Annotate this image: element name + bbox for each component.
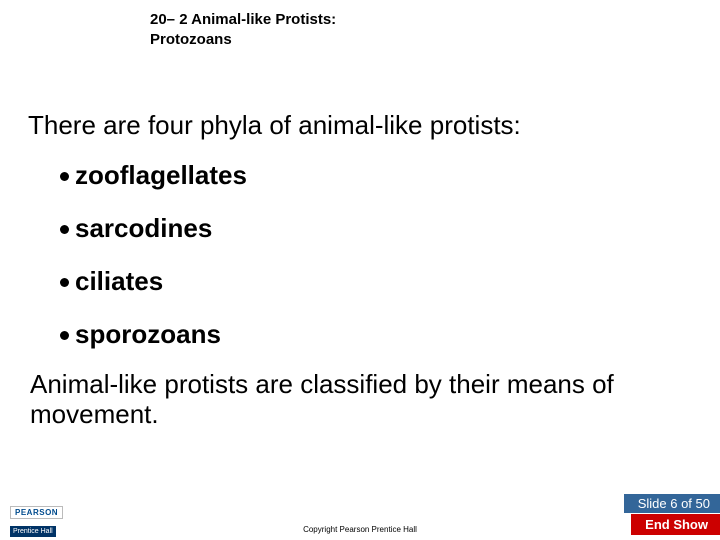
bullet-label: sporozoans bbox=[75, 319, 221, 350]
list-item: sarcodines bbox=[60, 213, 690, 244]
header-line2: Protozoans bbox=[150, 30, 336, 50]
slide-counter: Slide 6 of 50 bbox=[624, 494, 720, 513]
end-show-label: End Show bbox=[645, 517, 708, 532]
logo-prentice-hall: Prentice Hall bbox=[10, 526, 56, 537]
list-item: zooflagellates bbox=[60, 160, 690, 191]
bullet-label: sarcodines bbox=[75, 213, 212, 244]
logo-pearson: PEARSON bbox=[10, 506, 63, 519]
bullet-icon bbox=[60, 225, 69, 234]
intro-text: There are four phyla of animal-like prot… bbox=[28, 110, 521, 141]
bullet-list: zooflagellates sarcodines ciliates sporo… bbox=[60, 160, 690, 350]
bullet-icon bbox=[60, 278, 69, 287]
slide: 20– 2 Animal-like Protists: Protozoans T… bbox=[0, 0, 720, 540]
header-line1: 20– 2 Animal-like Protists: bbox=[150, 10, 336, 30]
list-item: sporozoans bbox=[60, 319, 690, 350]
slide-counter-text: Slide 6 of 50 bbox=[638, 496, 710, 511]
copyright-text: Copyright Pearson Prentice Hall bbox=[303, 525, 417, 534]
end-show-button[interactable]: End Show bbox=[631, 514, 720, 535]
list-item: ciliates bbox=[60, 266, 690, 297]
slide-header: 20– 2 Animal-like Protists: Protozoans bbox=[150, 10, 336, 49]
bullet-icon bbox=[60, 172, 69, 181]
bullet-label: zooflagellates bbox=[75, 160, 247, 191]
closing-text: Animal-like protists are classified by t… bbox=[30, 370, 690, 430]
bullet-icon bbox=[60, 331, 69, 340]
publisher-logo: PEARSON Prentice Hall bbox=[10, 502, 80, 534]
bullet-label: ciliates bbox=[75, 266, 163, 297]
